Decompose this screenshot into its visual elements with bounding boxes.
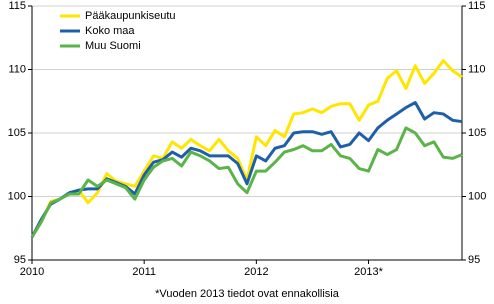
y2-tick-label: 115: [468, 0, 486, 12]
x-tick-label: 2012: [244, 266, 268, 278]
footnote: *Vuoden 2013 tiedot ovat ennakollisia: [155, 288, 340, 300]
y2-tick-label: 95: [468, 254, 480, 266]
series-line: [30, 101, 463, 238]
y-tick-label: 95: [14, 254, 26, 266]
legend-label: Pääkaupunkiseutu: [85, 10, 176, 22]
y2-tick-label: 110: [468, 63, 486, 75]
x-tick-label: 2011: [132, 266, 156, 278]
y-tick-label: 110: [8, 63, 26, 75]
x-tick-label: 2013*: [354, 266, 383, 278]
y2-tick-label: 100: [468, 190, 486, 202]
legend-label: Koko maa: [85, 25, 135, 37]
y-tick-label: 115: [8, 0, 26, 12]
series-line: [30, 126, 463, 238]
y-tick-label: 100: [8, 190, 26, 202]
x-tick-label: 2010: [20, 266, 44, 278]
y2-tick-label: 105: [468, 127, 486, 139]
legend-label: Muu Suomi: [85, 40, 141, 52]
y-tick-label: 105: [8, 127, 26, 139]
